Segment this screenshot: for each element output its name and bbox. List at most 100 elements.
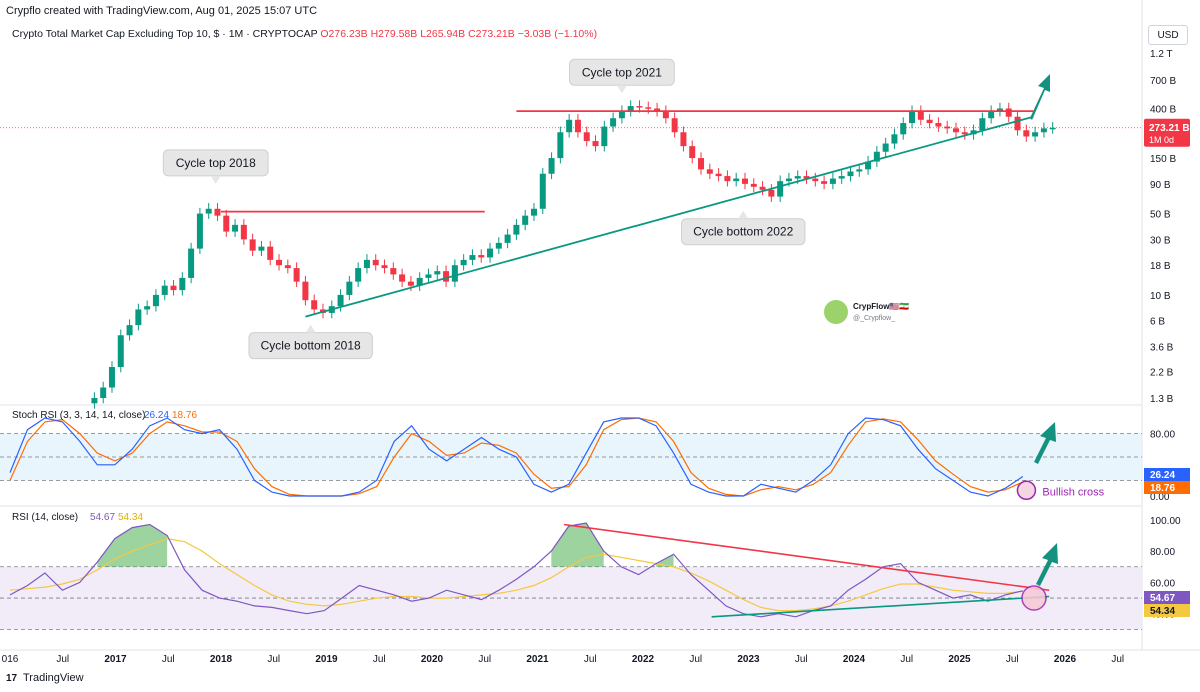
time-tick-label: Jul [162,654,175,665]
candle [671,118,678,133]
price-tick-label: 90 B [1150,180,1171,191]
crypflow-avatar [824,300,848,324]
candle [399,274,406,282]
candle [715,173,722,177]
stoch-badge-k [1144,468,1190,481]
currency-button[interactable]: USD [1148,25,1188,45]
ohlc-open: O276.23B [320,28,368,40]
candle [390,268,397,275]
candle [487,248,494,258]
candle [161,285,168,295]
support-trendline [305,115,1034,318]
candle [1032,132,1039,137]
candle [258,246,265,251]
candle [240,224,247,240]
candle [1023,130,1030,137]
candle [979,118,986,131]
candle [495,242,502,249]
watermark-badges: 🇺🇸🇮🇷 [889,302,909,311]
rsi-line [9,522,1023,618]
candle [284,265,291,269]
ohlc-change: −3.03B (−1.10%) [517,28,598,40]
tradingview-logo: 17 [6,673,18,684]
annotations: Cycle top 2018 Cycle bottom 2018 Cycle top… [162,58,909,360]
callout-pointer [305,324,316,333]
candle [276,259,283,266]
candle [311,300,318,310]
time-tick-label: 016 [2,654,19,665]
stoch-badge-d-label: 18.76 [1150,483,1175,494]
time-tick-label: 2020 [421,654,444,665]
candle [838,176,845,179]
candle [355,268,362,282]
candle [205,208,212,214]
candle [188,248,195,278]
time-tick-label: 2018 [210,654,233,665]
candle [654,108,661,112]
watermark-name: CrypFlow [853,302,890,311]
price-badge-label: 273.21 B [1149,123,1190,134]
candle [337,294,344,307]
time-tick-label: Jul [56,654,69,665]
price-tick-label: 18 B [1150,261,1171,272]
candle [610,118,617,127]
candle [759,186,766,190]
stoch-badge-d [1144,481,1190,494]
stoch-legend-d: 18.76 [172,410,197,421]
candle [117,335,124,368]
time-tick-label: Jul [1006,654,1019,665]
ohlc-close: C273.21B [468,28,515,40]
candle [909,111,916,124]
candle [1040,128,1047,133]
candle [460,259,467,266]
candle [583,132,590,142]
candle [504,234,511,243]
candle [627,106,634,112]
candle [777,181,784,197]
candle [513,224,520,235]
axes: 1.2 T 700 B 400 B 150 B 90 B 50 B 30 B 18 B 10 B… [2,49,1190,665]
time-tick-label: 2023 [737,654,760,665]
candle [882,143,889,152]
rsi-support [711,595,1050,618]
callout-pointer [738,210,749,219]
price-tick-label: 50 B [1150,210,1171,221]
candle [574,119,581,133]
rsi-title: RSI (14, close) [12,512,78,523]
rsi-tick-label: 80.00 [1150,547,1175,558]
candle [873,151,880,162]
candle [434,271,441,275]
time-tick-label: Jul [900,654,913,665]
candle [680,132,687,147]
stoch-badge-k-label: 26.24 [1150,470,1175,481]
candle [100,387,107,398]
candle [135,309,142,326]
price-tick-label: 1.3 B [1150,394,1174,405]
rsi-up-arrow-icon [1036,543,1058,586]
stoch-up-arrow-icon [1034,422,1056,464]
candle [645,107,652,109]
candle [636,106,643,108]
time-tick-label: Jul [373,654,386,665]
candle [223,215,230,232]
candle [196,213,203,249]
rsi-overbought-fill [551,522,604,567]
price-tick-label: 30 B [1150,235,1171,246]
footer-brand: 17 TradingView [6,672,84,684]
candle [996,108,1003,112]
price-tick-label: 3.6 B [1150,343,1174,354]
candle [425,274,432,278]
ohlc-low: L265.94B [420,28,466,40]
price-tick-label: 6 B [1150,317,1165,328]
time-tick-label: 2022 [632,654,655,665]
stoch-d-line [9,417,1024,497]
time-tick-label: 2021 [526,654,549,665]
candle [372,259,379,266]
candle [865,161,872,170]
bullish-cross-label: Bullish cross [1042,486,1104,498]
candle [935,123,942,127]
candle [232,224,239,232]
candle [1005,108,1012,117]
candle [917,111,924,120]
